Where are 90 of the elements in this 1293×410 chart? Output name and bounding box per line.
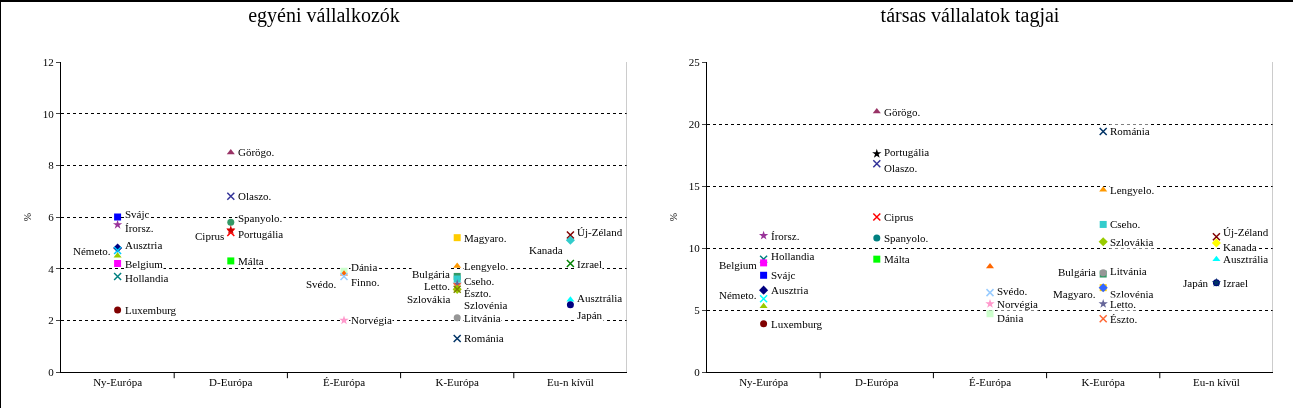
series-label: Svédo.	[306, 278, 337, 290]
series-label: Románia	[1110, 125, 1150, 137]
y-tick-label: 8	[48, 159, 55, 172]
series-label: Bulgária	[412, 268, 450, 280]
series-label: Finno.	[351, 276, 380, 288]
series-label: Olaszo.	[238, 190, 272, 202]
series-label: Románia	[464, 332, 504, 344]
y-tick-label: 10	[688, 241, 701, 254]
series-label: Kanada	[1223, 241, 1257, 253]
series-label: Málta	[884, 253, 910, 265]
series-label: Magyaro.	[1053, 288, 1096, 300]
y-tick-label: 25	[688, 55, 701, 68]
y-tick-label: 4	[48, 262, 55, 275]
series-label: Luxemburg	[771, 318, 823, 330]
series-label: Ciprus	[884, 211, 914, 223]
series-label: Bulgária	[1058, 266, 1096, 278]
series-label: Izrael	[1223, 277, 1249, 289]
y-tick-label: 5	[694, 303, 701, 316]
series-label: Izrael	[577, 258, 603, 270]
x-tick-label: D-Európa	[209, 376, 253, 389]
series-label: Görögo.	[884, 106, 921, 118]
x-tick-label: D-Európa	[855, 376, 899, 389]
series-label: Kanada	[529, 244, 563, 256]
series-label: Németo.	[73, 245, 111, 257]
series-label: Portugália	[884, 146, 930, 158]
y-tick-label: 0	[694, 365, 701, 378]
y-tick-label: 10	[42, 107, 55, 120]
x-tick-label: Eu-n kívül	[547, 376, 594, 389]
series-label: Belgium	[719, 259, 758, 271]
series-label: Svájc	[771, 269, 796, 281]
series-label: Észto.	[464, 287, 492, 299]
series-label: Ausztria	[771, 284, 809, 296]
y-axis-title: %	[22, 212, 33, 222]
y-tick-label: 0	[48, 365, 55, 378]
series-label: Norvégia	[997, 298, 1039, 310]
series-label: Spanyolo.	[238, 212, 283, 224]
series-label: Új-Zéland	[577, 226, 623, 238]
series-label: Portugália	[238, 228, 284, 240]
chart-title: társas vállalatok tagjai	[880, 4, 1060, 28]
series-label: Svájc	[125, 208, 150, 220]
x-tick-label: Ny-Európa	[93, 376, 143, 389]
series-label: Szlovákia	[407, 293, 451, 305]
series-label: Japán	[577, 309, 603, 321]
series-label: Görögo.	[238, 146, 275, 158]
y-tick-label: 12	[42, 55, 54, 68]
chart-title: egyéni vállalkozók	[248, 4, 400, 28]
x-tick-label: É-Európa	[968, 376, 1012, 389]
series-label: Dánia	[351, 261, 378, 273]
series-label: Spanyolo.	[884, 232, 929, 244]
y-axis-title: %	[668, 212, 679, 222]
series-label: Ausztria	[125, 239, 163, 251]
series-label: Szlovénia	[1110, 288, 1154, 300]
series-label: Németo.	[719, 289, 757, 301]
series-label: Letto.	[424, 280, 451, 292]
series-label: Cseho.	[1110, 218, 1141, 230]
series-label: Málta	[238, 255, 264, 267]
series-label: Magyaro.	[464, 232, 507, 244]
series-label: Norvégia	[351, 314, 393, 326]
series-label: Cseho.	[464, 275, 495, 287]
series-label: Litvánia	[464, 312, 501, 324]
series-label: Új-Zéland	[1223, 226, 1269, 238]
x-tick-label: K-Európa	[1081, 376, 1125, 389]
series-label: Lengyelo.	[464, 260, 509, 272]
series-label: Litvánia	[1110, 265, 1147, 277]
series-label: Hollandia	[771, 250, 815, 262]
series-label: Hollandia	[125, 272, 169, 284]
y-tick-label: 2	[48, 314, 54, 327]
series-label: Ausztrália	[1223, 253, 1269, 265]
series-label: Ciprus	[195, 230, 225, 242]
series-label: Észto.	[1110, 313, 1138, 325]
x-tick-label: Ny-Európa	[739, 376, 789, 389]
series-label: Luxemburg	[125, 304, 177, 316]
x-tick-label: K-Európa	[435, 376, 479, 389]
series-label: Dánia	[997, 312, 1024, 324]
series-label: Svédo.	[997, 285, 1028, 297]
series-label: Lengyelo.	[1110, 184, 1155, 196]
series-label: Szlovénia	[464, 299, 508, 311]
series-label: Letto.	[1110, 298, 1137, 310]
y-tick-label: 20	[688, 117, 701, 130]
x-tick-label: É-Európa	[322, 376, 366, 389]
x-tick-label: Eu-n kívül	[1193, 376, 1240, 389]
series-label: Belgium	[125, 258, 164, 270]
series-label: Szlovákia	[1110, 236, 1154, 248]
series-label: Írorsz.	[771, 230, 800, 242]
series-label: Japán	[1183, 277, 1209, 289]
series-label: Ausztrália	[577, 292, 623, 304]
series-label: Írorsz.	[125, 222, 154, 234]
y-tick-label: 6	[48, 210, 55, 223]
series-label: Olaszo.	[884, 162, 918, 174]
y-tick-label: 15	[688, 179, 701, 192]
